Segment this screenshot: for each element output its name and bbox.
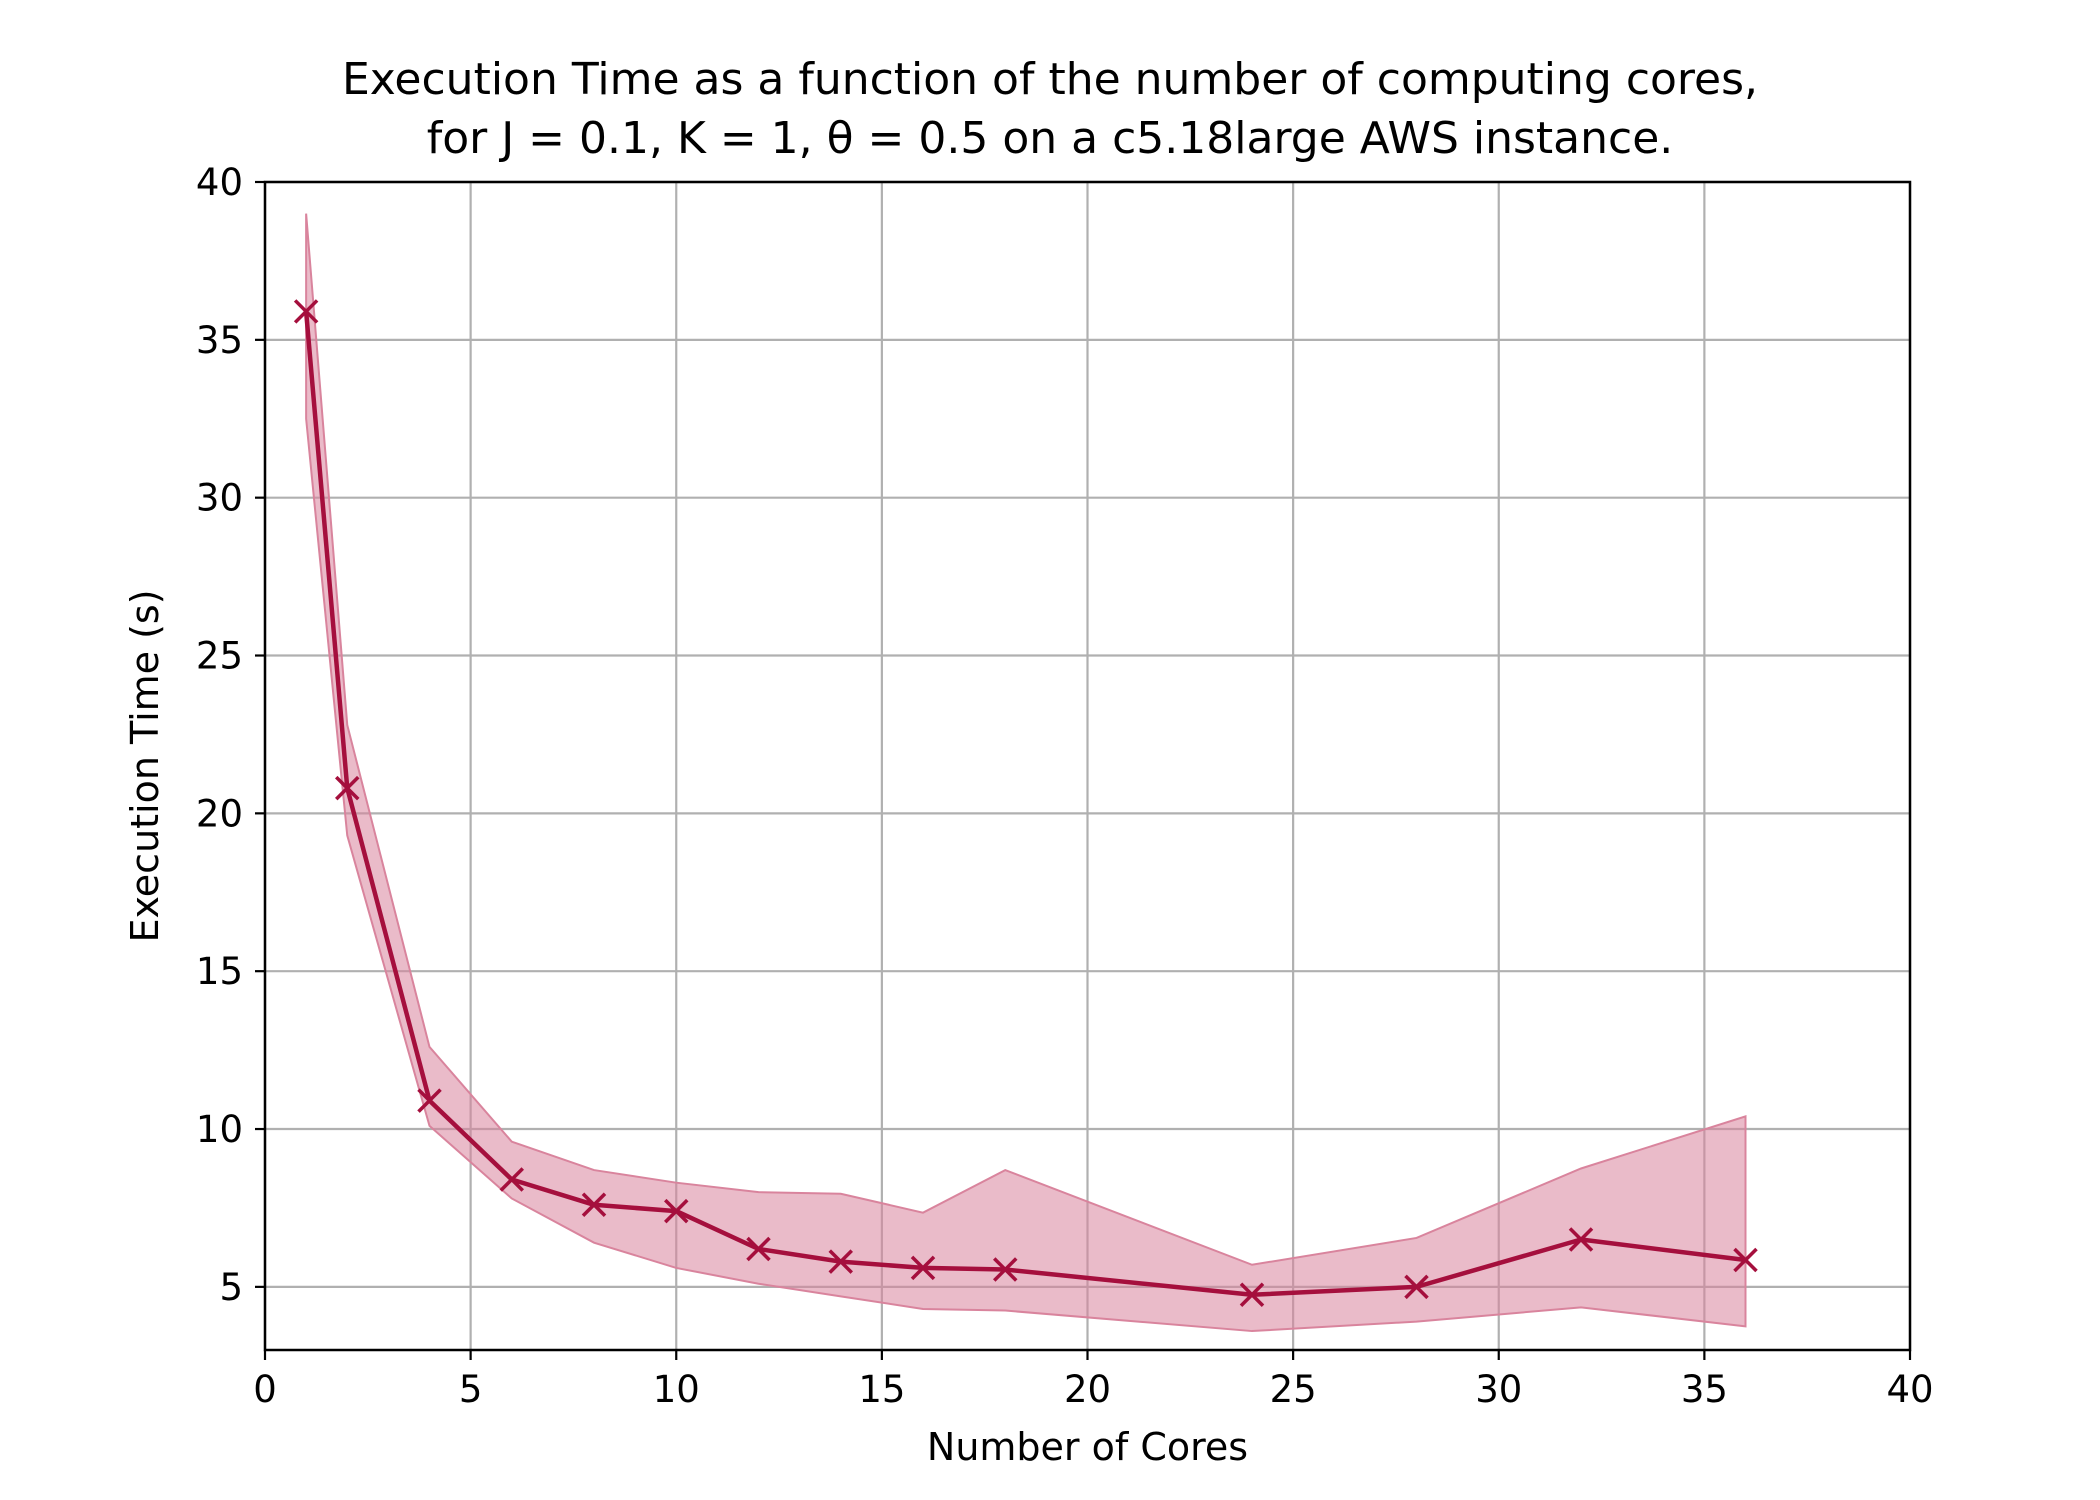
markers	[293, 299, 1758, 1307]
data-point-marker	[499, 1167, 524, 1192]
data-point-marker	[335, 775, 360, 801]
x-axis-label: Number of Cores	[927, 1425, 1248, 1469]
series-line-layer	[303, 311, 1746, 1298]
y-tick-label: 25	[196, 635, 243, 678]
y-axis-label: Execution Time (s)	[123, 589, 167, 942]
data-point-marker	[581, 1192, 607, 1218]
x-tick-label: 35	[1681, 1368, 1728, 1411]
data-point-marker	[1733, 1247, 1758, 1273]
data-point-marker	[417, 1088, 442, 1113]
marker-stroke	[417, 1088, 442, 1113]
data-point-marker	[1404, 1274, 1429, 1300]
data-point-marker	[828, 1249, 853, 1274]
marker-stroke	[1404, 1274, 1429, 1300]
x-tick-label: 25	[1270, 1368, 1317, 1411]
chart-title-line-2: for J = 0.1, K = 1, θ = 0.5 on a c5.18la…	[426, 113, 1674, 164]
data-point-marker	[746, 1236, 771, 1262]
marker-stroke	[664, 1198, 689, 1224]
y-tick-label: 30	[196, 477, 243, 520]
marker-stroke	[293, 299, 319, 324]
data-point-marker	[293, 299, 319, 324]
marker-stroke	[1239, 1282, 1265, 1307]
series-line	[303, 311, 1746, 1298]
x-tick-label: 30	[1475, 1368, 1522, 1411]
data-point-marker	[910, 1255, 936, 1281]
marker-stroke	[499, 1167, 524, 1192]
confidence-band	[305, 213, 1747, 1333]
data-point-marker	[664, 1198, 689, 1224]
y-tick-label: 20	[196, 792, 243, 835]
x-tick-label: 20	[1064, 1368, 1111, 1411]
y-tick-label: 35	[196, 319, 243, 362]
x-tick-label: 5	[459, 1368, 483, 1411]
marker-stroke	[746, 1236, 771, 1262]
marker-stroke	[910, 1255, 936, 1281]
x-tick-label: 40	[1886, 1368, 1933, 1411]
marker-stroke	[1733, 1247, 1758, 1273]
x-tick-label: 10	[653, 1368, 700, 1411]
ticks: 0 5 10 15 20 25 30 35 40 5 10 15 20 25 30 35 40	[196, 161, 1934, 1411]
error-band	[305, 213, 1747, 1333]
data-point-marker	[993, 1257, 1018, 1282]
x-tick-label: 15	[858, 1368, 905, 1411]
y-tick-label: 10	[196, 1108, 243, 1151]
marker-stroke	[1568, 1227, 1594, 1252]
marker-stroke	[993, 1257, 1018, 1282]
y-tick-label: 15	[196, 950, 243, 993]
data-point-marker	[1568, 1227, 1594, 1252]
data-point-marker	[1239, 1282, 1265, 1307]
y-tick-label: 5	[219, 1266, 243, 1309]
marker-stroke	[828, 1249, 853, 1274]
y-tick-label: 40	[196, 161, 243, 204]
x-tick-label: 0	[253, 1368, 277, 1411]
marker-stroke	[581, 1192, 607, 1218]
chart-title-line-1: Execution Time as a function of the numb…	[341, 54, 1759, 105]
marker-stroke	[335, 775, 360, 801]
